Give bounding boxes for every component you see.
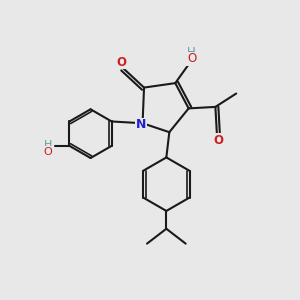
Text: N: N: [136, 118, 146, 131]
Text: H: H: [187, 46, 196, 59]
Text: O: O: [117, 56, 127, 69]
Text: O: O: [44, 147, 52, 157]
Text: O: O: [187, 52, 196, 65]
Text: O: O: [213, 134, 224, 147]
Text: H: H: [44, 140, 52, 150]
